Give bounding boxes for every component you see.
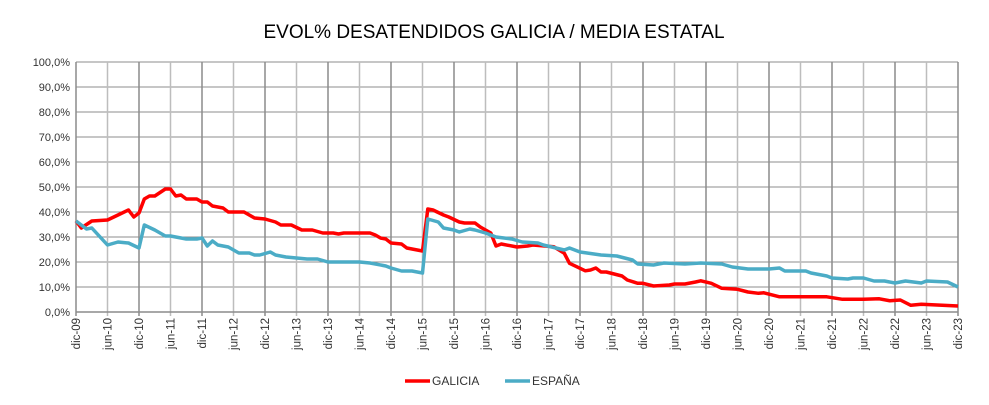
x-tick-label: jun-13	[292, 318, 304, 351]
x-tick-label: jun-21	[796, 318, 808, 351]
x-tick-label: dic-21	[827, 318, 839, 349]
grid	[75, 61, 959, 316]
series-line-galicia	[74, 187, 959, 308]
series-lines	[74, 187, 959, 308]
y-tick-label: 20,0%	[39, 257, 70, 269]
x-tick-label: dic-19	[701, 318, 713, 349]
legend-item: GALICIA	[405, 374, 479, 388]
x-tick-label: dic-11	[197, 318, 209, 348]
x-tick-label: jun-14	[355, 317, 367, 351]
x-tick-label: dic-17	[575, 318, 587, 349]
legend: GALICIA ESPAÑA	[405, 374, 580, 388]
x-tick-label: dic-09	[71, 318, 83, 349]
y-tick-label: 80,0%	[39, 107, 70, 119]
x-tick-label: dic-23	[953, 318, 965, 349]
y-tick-label: 90,0%	[39, 82, 70, 94]
x-tick-label: jun-16	[481, 318, 493, 351]
x-tick-label: jun-15	[418, 318, 430, 351]
y-tick-label: 10,0%	[39, 282, 70, 294]
legend-label: ESPAÑA	[532, 374, 580, 388]
chart-title: EVOL% DESATENDIDOS GALICIA / MEDIA ESTAT…	[263, 22, 724, 43]
x-tick-label: jun-18	[607, 318, 619, 351]
series-line-espaa	[74, 217, 959, 289]
y-axis: 0,0% 10,0% 20,0% 30,0% 40,0% 50,0% 60,0% 70,0% 8…	[33, 57, 71, 319]
x-tick-label: jun-12	[229, 318, 241, 351]
legend-label: GALICIA	[432, 374, 479, 388]
x-tick-label: jun-17	[544, 318, 556, 351]
y-tick-label: 0,0%	[45, 307, 70, 319]
x-tick-label: dic-18	[638, 318, 650, 349]
x-tick-label: dic-13	[323, 318, 335, 349]
y-tick-label: 50,0%	[39, 182, 70, 194]
x-tick-label: dic-14	[386, 317, 398, 349]
y-tick-label: 70,0%	[39, 132, 70, 144]
x-tick-label: dic-16	[512, 318, 524, 349]
y-tick-label: 40,0%	[39, 207, 70, 219]
x-tick-label: dic-20	[764, 318, 776, 349]
x-tick-label: dic-15	[449, 318, 461, 349]
x-axis: dic-09 jun-10 dic-10 jun-11 dic-11 jun-12 dic-…	[71, 317, 965, 351]
legend-item: ESPAÑA	[505, 374, 580, 388]
x-tick-label: jun-11	[166, 318, 178, 350]
x-tick-label: jun-23	[922, 318, 934, 351]
x-tick-label: jun-22	[859, 318, 871, 351]
y-tick-label: 60,0%	[39, 157, 70, 169]
y-tick-label: 100,0%	[33, 57, 71, 69]
x-tick-label: jun-10	[103, 318, 115, 351]
x-tick-label: dic-10	[134, 318, 146, 349]
y-tick-label: 30,0%	[39, 232, 70, 244]
x-tick-label: dic-12	[260, 318, 272, 349]
x-tick-label: dic-22	[890, 318, 902, 349]
x-tick-label: jun-19	[670, 318, 682, 351]
x-tick-label: jun-20	[733, 318, 745, 351]
